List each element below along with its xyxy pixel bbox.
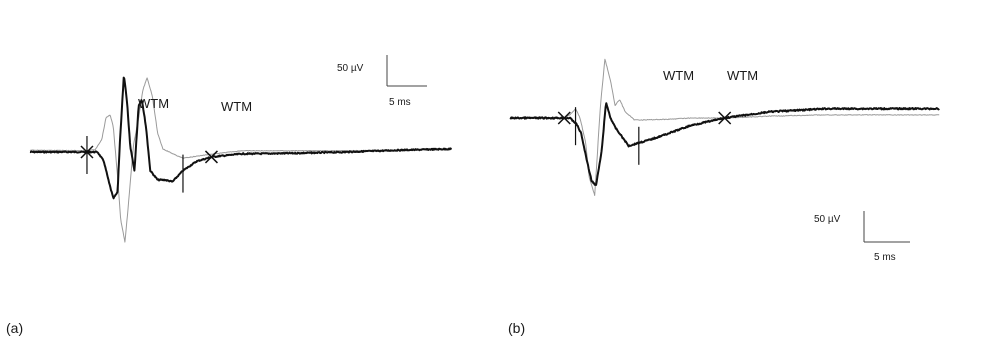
panel-a-trace-thick-black <box>29 76 452 200</box>
panel-a-scale-amplitude: 50 µV <box>337 63 364 74</box>
panel-b-scale-amplitude: 50 µV <box>814 214 841 225</box>
panel-a-label: (a) <box>6 320 23 336</box>
panel-b: WTM WTM 50 µV 5 ms (b) <box>508 58 940 336</box>
panel-b-scale-time: 5 ms <box>874 252 896 263</box>
panel-a-markers <box>80 136 218 193</box>
panel-b-annotation-2: WTM <box>727 68 758 83</box>
panel-a: WTM WTM 50 µV 5 ms (a) <box>6 55 452 336</box>
panel-b-cross-marker-2 <box>718 111 732 125</box>
panel-a-cross-marker-2 <box>204 150 218 164</box>
panel-b-scale-bar: 50 µV 5 ms <box>814 211 910 263</box>
panel-b-markers <box>557 107 732 165</box>
panel-a-scale-time: 5 ms <box>389 97 411 108</box>
panel-b-cross-marker-1 <box>557 111 571 125</box>
panel-b-label: (b) <box>508 320 525 336</box>
panel-b-annotation-1: WTM <box>663 68 694 83</box>
panel-b-trace-thick-black <box>509 102 940 186</box>
panel-a-scale-bar: 50 µV 5 ms <box>337 55 427 108</box>
panel-b-trace-thin-grey <box>509 58 940 196</box>
panel-b-traces <box>509 58 940 196</box>
panel-a-traces <box>29 76 452 243</box>
panel-a-annotation-2: WTM <box>221 99 252 114</box>
panel-a-annotation-1: WTM <box>138 96 169 111</box>
